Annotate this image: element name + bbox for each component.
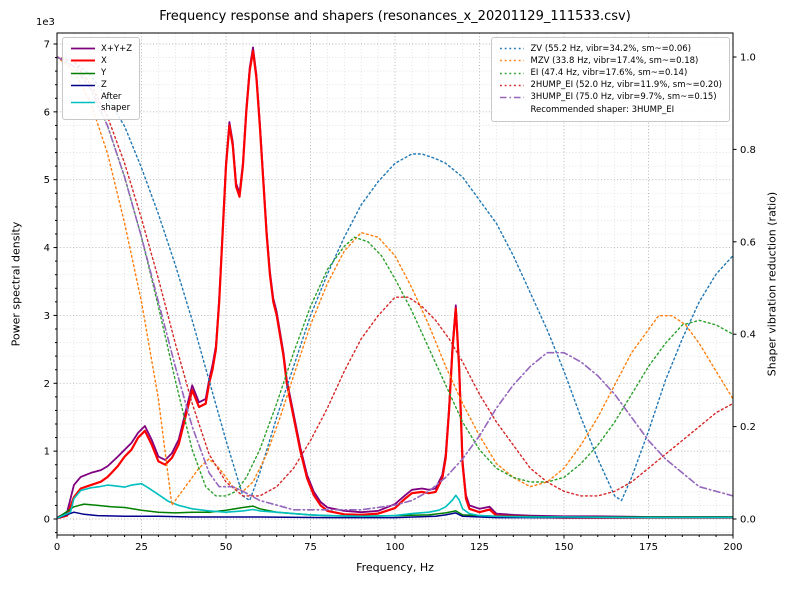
y-left-tick-label: 3 (44, 311, 50, 322)
legend-item-sum: X+Y+Z (70, 44, 132, 55)
legend-line-sample (500, 72, 525, 74)
y-right-tick-label: 0.2 (740, 422, 756, 433)
series-MZV (57, 56, 733, 506)
series-EI (57, 56, 733, 497)
legend-line-sample (500, 84, 525, 86)
y-left-tick-label: 4 (44, 243, 50, 254)
legend-item-MZV: MZV (33.8 Hz, vibr=17.4%, sm~=0.18) (499, 56, 722, 67)
y-left-tick-label: 0 (44, 515, 50, 526)
series-3HUMP_EI (57, 56, 733, 511)
y-left-tick-label: 1 (44, 447, 50, 458)
y-right-tick-label: 0.6 (740, 237, 756, 248)
y-right-tick-label: 1.0 (740, 53, 756, 64)
legend-label: MZV (33.8 Hz, vibr=17.4%, sm~=0.18) (530, 55, 699, 66)
legend-psd: X+Y+Z X Y Z After shaper (62, 37, 141, 120)
legend-label: Z (101, 79, 107, 90)
legend-line-sample (71, 47, 95, 50)
legend-item-2HUMP_EI: 2HUMP_EI (52.0 Hz, vibr=11.9%, sm~=0.20) (499, 80, 722, 91)
x-tick-label: 150 (554, 542, 573, 553)
y-right-tick-label: 0.8 (740, 145, 756, 156)
legend-item-3HUMP_EI: 3HUMP_EI (75.0 Hz, vibr=9.7%, sm~=0.15) (499, 92, 722, 103)
legend-line-sample (71, 101, 95, 104)
legend-label: ZV (55.2 Hz, vibr=34.2%, sm~=0.06) (530, 43, 692, 54)
x-tick-label: 200 (723, 542, 742, 553)
x-axis-label: Frequency, Hz (356, 561, 434, 574)
y-left-tick-label: 6 (44, 107, 50, 118)
legend-item-y: Y (70, 68, 132, 79)
legend-line-sample (500, 48, 525, 50)
legend-label: EI (47.4 Hz, vibr=17.6%, sm~=0.14) (530, 67, 688, 78)
y-right-tick-label: 0.4 (740, 330, 756, 341)
legend-item-ZV: ZV (55.2 Hz, vibr=34.2%, sm~=0.06) (499, 44, 722, 55)
legend-label: X+Y+Z (101, 43, 133, 54)
y-left-tick-label: 7 (44, 40, 50, 51)
legend-item-EI: EI (47.4 Hz, vibr=17.6%, sm~=0.14) (499, 68, 722, 79)
series-2HUMP_EI (57, 56, 733, 497)
legend-shapers: ZV (55.2 Hz, vibr=34.2%, sm~=0.06) MZV (3… (491, 37, 730, 122)
legend-line-sample (71, 84, 95, 86)
axis-offset-text: 1e3 (36, 17, 55, 28)
y-right-tick-label: 0.0 (740, 515, 756, 526)
chart-title: Frequency response and shapers (resonanc… (159, 9, 631, 24)
y-left-tick-label: 2 (44, 379, 50, 390)
x-tick-label: 50 (220, 542, 233, 553)
legend-item-z: Z (70, 80, 132, 91)
x-tick-label: 175 (639, 542, 658, 553)
legend-line-sample (71, 59, 95, 62)
series-after_shaper (57, 482, 733, 520)
x-tick-label: 75 (304, 542, 317, 553)
legend-label: 3HUMP_EI (75.0 Hz, vibr=9.7%, sm~=0.15) (530, 92, 717, 102)
legend-line-sample (71, 72, 95, 74)
series-z (57, 511, 733, 520)
y-left-tick-label: 5 (44, 175, 50, 186)
x-tick-label: 0 (54, 542, 60, 553)
recommended-shaper-text: Recommended shaper: 3HUMP_EI (530, 105, 675, 116)
x-tick-label: 125 (470, 542, 489, 553)
legend-item-after_shaper: After shaper (70, 92, 132, 113)
legend-line-sample (500, 96, 525, 99)
legend-label: X (101, 55, 107, 66)
x-tick-label: 100 (385, 542, 404, 553)
legend-label: 2HUMP_EI (52.0 Hz, vibr=11.9%, sm~=0.20) (530, 79, 722, 90)
legend-item-x: X (70, 56, 132, 67)
legend-label: After shaper (101, 92, 131, 113)
x-tick-label: 25 (135, 542, 148, 553)
legend-label: Y (101, 67, 107, 78)
series-x (57, 49, 733, 520)
legend-line-sample (500, 60, 525, 62)
series-y (57, 503, 733, 520)
